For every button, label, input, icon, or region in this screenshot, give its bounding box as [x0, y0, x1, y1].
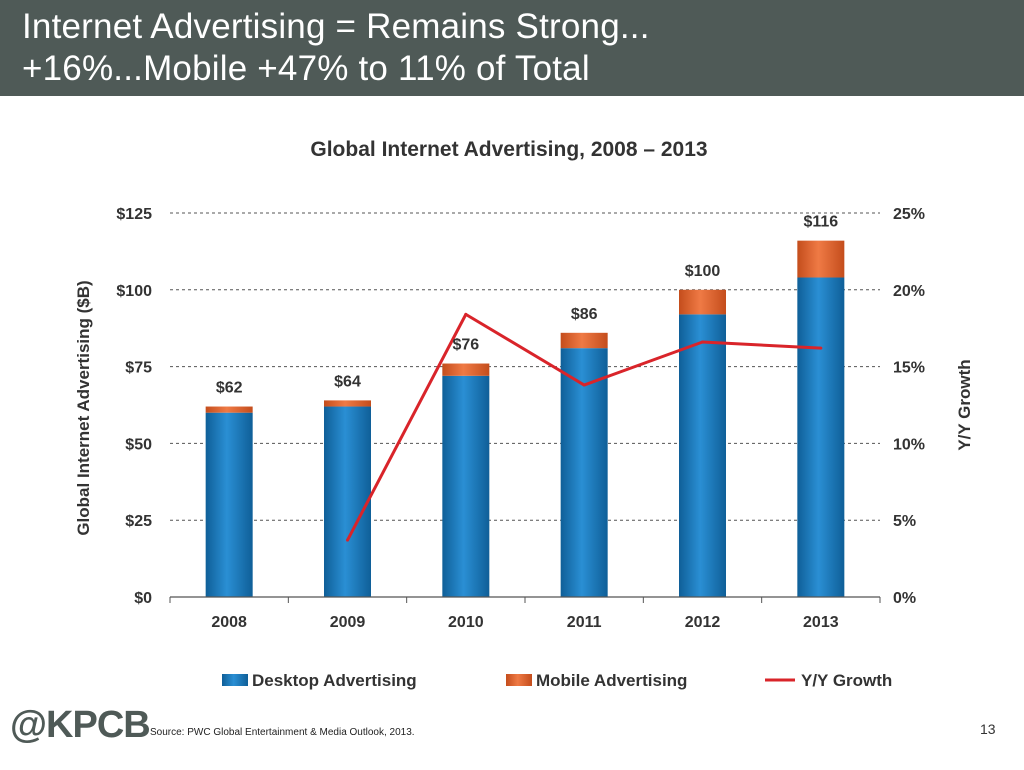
axes: $0 0% $25 5% $50 10% $75 15% $100 20% $125 25% 2008 2…: [116, 206, 925, 631]
chart-title: Global Internet Advertising, 2008 – 2013: [310, 138, 707, 161]
mobile-bar: [442, 363, 490, 376]
mobile-bar: [205, 406, 253, 413]
x-tick-label: 2013: [803, 614, 839, 631]
y-tick-label: $75: [125, 360, 152, 377]
slide-title-line-1: Internet Advertising = Remains Strong...: [22, 7, 650, 46]
desktop-bar: [324, 406, 371, 597]
y-tick-label: $125: [116, 206, 152, 223]
y2-tick-label: 20%: [893, 283, 925, 300]
desktop-bar: [442, 375, 490, 597]
legend-label: Y/Y Growth: [801, 671, 892, 690]
y2-tick-label: 5%: [893, 513, 916, 530]
x-tick-label: 2008: [211, 614, 247, 631]
bar-total-label: $86: [571, 306, 598, 323]
desktop-bar: [797, 277, 845, 597]
slide-header: Internet Advertising = Remains Strong...…: [0, 0, 1024, 96]
growth-point: [701, 340, 704, 344]
legend-swatch: [506, 674, 532, 686]
x-tick-label: 2009: [330, 614, 366, 631]
bar-total-label: $62: [216, 380, 243, 397]
legend-label: Mobile Advertising: [536, 671, 687, 690]
growth-point: [582, 383, 586, 387]
mobile-bar: [797, 240, 845, 278]
y-tick-label: $100: [116, 283, 152, 300]
desktop-bar: [679, 314, 726, 597]
mobile-bar: [560, 332, 608, 349]
x-tick-label: 2012: [685, 614, 721, 631]
page-number: 13: [980, 721, 996, 737]
source-note: Source: PWC Global Entertainment & Media…: [150, 727, 415, 738]
legend-label: Desktop Advertising: [252, 671, 417, 690]
y2-tick-label: 0%: [893, 590, 916, 607]
y-tick-label: $50: [125, 436, 152, 453]
bar-total-label: $116: [803, 214, 838, 231]
advertising-chart: Global Internet Advertising, 2008 – 2013…: [74, 138, 974, 690]
desktop-bar: [560, 348, 608, 597]
bar-total-label: $100: [685, 263, 721, 280]
mobile-bar: [324, 400, 371, 407]
gridlines: [170, 212, 880, 521]
x-tick-label: 2010: [448, 614, 484, 631]
growth-line: [346, 312, 823, 542]
growth-point: [346, 538, 349, 542]
y2-tick-label: 15%: [893, 360, 925, 377]
growth-point: [819, 346, 823, 350]
bars: [205, 240, 845, 597]
y-tick-label: $0: [134, 590, 152, 607]
growth-point: [464, 312, 468, 316]
kpcb-logo: @KPCB: [10, 704, 151, 746]
legend: Desktop Advertising Mobile Advertising Y/Y…: [222, 671, 892, 690]
data-labels: $62 $64 $76 $86 $100 $116: [216, 214, 838, 397]
y-tick-label: $25: [125, 513, 152, 530]
y2-tick-label: 10%: [893, 436, 925, 453]
y-axis-label: Global Internet Advertising ($B): [74, 280, 93, 535]
y2-axis-label: Y/Y Growth: [955, 359, 974, 450]
desktop-bar: [205, 412, 253, 597]
bar-total-label: $64: [334, 373, 361, 390]
slide-title-line-2: +16%...Mobile +47% to 11% of Total: [22, 49, 590, 88]
y2-tick-label: 25%: [893, 206, 925, 223]
bar-total-label: $76: [452, 337, 479, 354]
legend-swatch: [222, 674, 248, 686]
mobile-bar: [679, 289, 726, 315]
x-tick-label: 2011: [567, 614, 602, 631]
